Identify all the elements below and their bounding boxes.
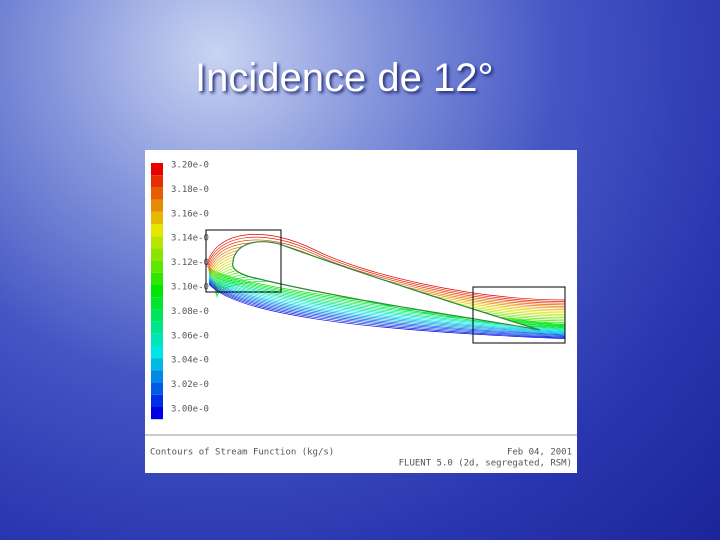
color-swatch [151, 333, 163, 346]
legend-label: 3.08e-0 [171, 307, 209, 317]
slide-title: Incidence de 12° [195, 56, 494, 100]
color-swatch [151, 236, 163, 249]
color-swatch [151, 382, 163, 395]
streamline [208, 277, 566, 334]
legend-label: 3.06e-0 [171, 331, 209, 341]
streamline [206, 234, 566, 301]
color-swatch [151, 272, 163, 285]
color-swatch [151, 407, 163, 420]
legend-label: 3.20e-0 [171, 161, 209, 171]
color-swatch [151, 309, 163, 322]
color-swatch [151, 260, 163, 273]
legend-label: 3.00e-0 [171, 405, 209, 415]
legend-label: 3.02e-0 [171, 380, 209, 390]
legend-label: 3.14e-0 [171, 234, 209, 244]
airfoil [232, 241, 541, 331]
color-swatch [151, 175, 163, 188]
streamline [208, 278, 566, 335]
color-swatch [151, 248, 163, 261]
legend-label: 3.10e-0 [171, 283, 209, 293]
color-swatch [151, 187, 163, 200]
legend-label: 3.04e-0 [171, 356, 209, 366]
streamline [208, 276, 566, 333]
color-swatch [151, 285, 163, 298]
zoom-box [205, 229, 282, 293]
color-swatch [151, 211, 163, 224]
color-swatch [151, 358, 163, 371]
color-swatch [151, 297, 163, 310]
color-swatch [151, 394, 163, 407]
streamline [208, 282, 566, 338]
color-swatch [151, 163, 163, 176]
streamline [208, 280, 566, 336]
streamline [207, 236, 566, 302]
color-swatch [151, 199, 163, 212]
streamline [208, 273, 566, 331]
color-swatch [151, 346, 163, 359]
caption-left: Contours of Stream Function (kg/s) [150, 448, 334, 458]
streamline [208, 283, 566, 339]
caption-solver: FLUENT 5.0 (2d, segregated, RSM) [399, 459, 572, 469]
streamline [208, 284, 566, 339]
streamline [208, 275, 566, 332]
legend-label: 3.16e-0 [171, 209, 209, 219]
contour-figure: 3.20e-0 3.18e-0 3.16e-0 3.14e-0 3.12e-0 3.10e… [145, 150, 577, 473]
streamline [207, 239, 566, 304]
color-swatch [151, 321, 163, 334]
zoom-box [472, 286, 566, 344]
color-swatch [151, 224, 163, 237]
caption-date: Feb 04, 2001 [507, 448, 572, 458]
streamline [208, 281, 566, 337]
legend-label: 3.18e-0 [171, 185, 209, 195]
legend-label: 3.12e-0 [171, 258, 209, 268]
color-swatch [151, 370, 163, 383]
